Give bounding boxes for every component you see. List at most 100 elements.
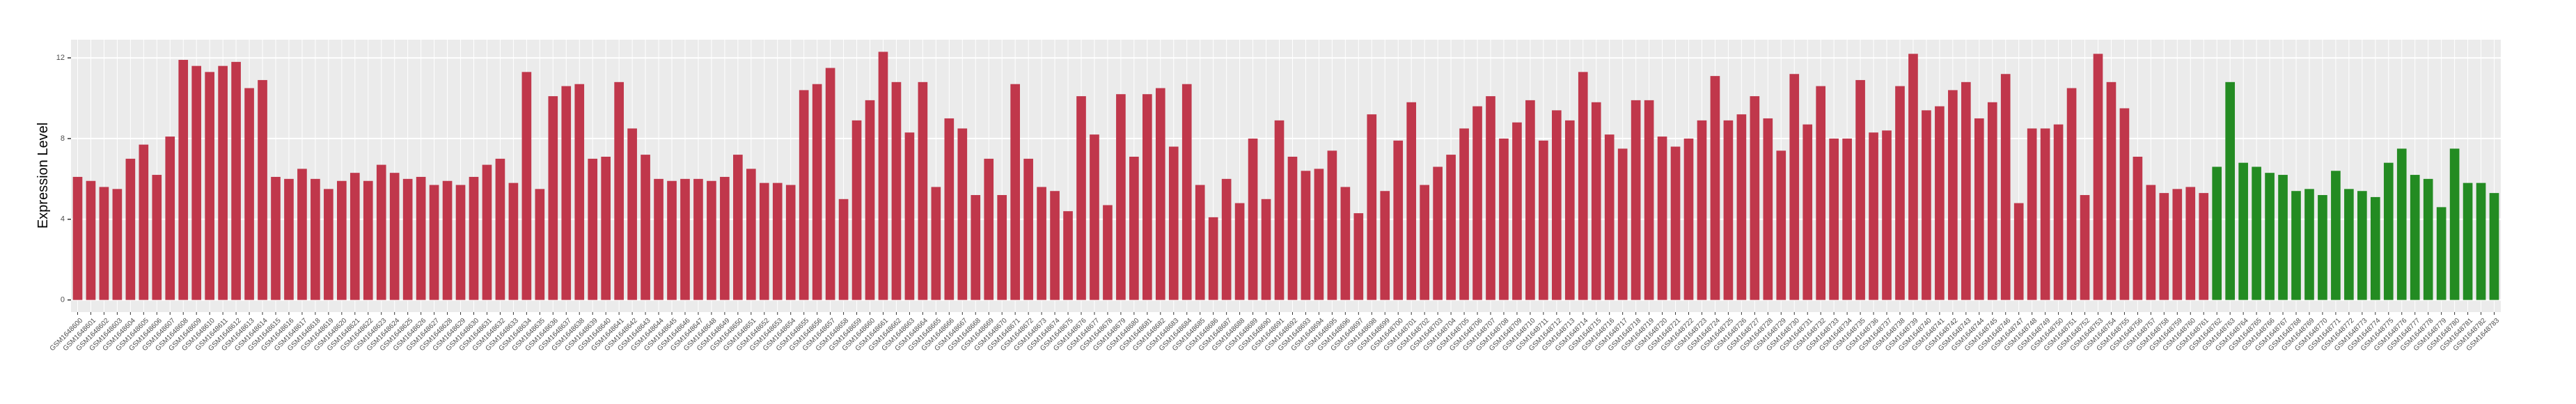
- bar: [2410, 175, 2420, 300]
- bar: [2053, 124, 2064, 300]
- bar: [1023, 158, 1033, 300]
- bar: [2093, 54, 2103, 300]
- bar: [693, 178, 703, 300]
- bar: [1142, 94, 1152, 300]
- bar: [2106, 81, 2116, 300]
- bar: [720, 176, 730, 300]
- bar: [1736, 114, 1747, 300]
- bar: [1908, 54, 1918, 300]
- bar: [1789, 74, 1800, 300]
- bar: [1855, 79, 1865, 300]
- bar: [1208, 217, 1218, 300]
- bar: [1816, 86, 1826, 300]
- y-axis-label: Expression Level: [36, 123, 51, 228]
- bar: [2396, 148, 2407, 300]
- bar: [1710, 76, 1720, 300]
- bar: [627, 128, 637, 300]
- bar: [2370, 196, 2380, 300]
- bar: [495, 158, 505, 300]
- bar: [2252, 166, 2261, 300]
- bar: [2000, 74, 2011, 300]
- bar: [1935, 106, 1945, 300]
- bar: [1683, 138, 1694, 300]
- bar: [574, 84, 585, 300]
- bar: [125, 158, 136, 300]
- bar: [1525, 100, 1535, 300]
- bar: [402, 178, 413, 300]
- bar: [1604, 134, 1615, 300]
- bar: [99, 187, 109, 300]
- bar: [588, 158, 598, 300]
- bar: [535, 189, 545, 300]
- bar: [2146, 185, 2156, 300]
- bar: [1116, 94, 1126, 300]
- bar: [1221, 178, 1232, 300]
- bar: [1895, 86, 1905, 300]
- bar: [601, 156, 611, 300]
- bar: [2013, 203, 2024, 300]
- bar: [1327, 150, 1337, 300]
- bar: [2080, 195, 2090, 300]
- y-tick-label: 12: [56, 54, 65, 62]
- bar: [165, 137, 175, 300]
- bar: [311, 178, 320, 300]
- bar: [139, 144, 149, 300]
- bar: [416, 176, 426, 300]
- bar: [1340, 187, 1351, 300]
- bar: [2119, 108, 2130, 300]
- bar: [469, 176, 479, 300]
- bar: [838, 199, 849, 300]
- bar: [350, 173, 360, 300]
- bar: [1459, 128, 1469, 300]
- bar: [1472, 106, 1482, 300]
- bar: [2304, 189, 2314, 300]
- bar: [918, 81, 928, 300]
- bar: [1948, 90, 1958, 300]
- bar: [1631, 100, 1641, 300]
- bar: [218, 65, 228, 300]
- bar: [1987, 102, 1997, 300]
- bar: [1367, 114, 1377, 300]
- bar: [1090, 134, 1099, 300]
- bar: [1063, 211, 1073, 300]
- bar: [654, 178, 663, 300]
- bar: [2027, 128, 2037, 300]
- bar: [442, 180, 453, 300]
- bar: [297, 169, 307, 300]
- bar: [865, 100, 875, 300]
- bar: [2331, 171, 2341, 300]
- bar: [1486, 96, 1495, 300]
- bar: [667, 180, 677, 300]
- bar: [2265, 173, 2275, 300]
- bar: [1050, 191, 1060, 300]
- bar: [1314, 169, 1324, 300]
- bar: [244, 88, 254, 300]
- bar: [1353, 213, 1364, 300]
- bar: [86, 180, 96, 300]
- bar: [482, 164, 492, 300]
- bar: [191, 65, 202, 300]
- bar: [1776, 150, 1786, 300]
- bar: [429, 185, 439, 300]
- bar: [1539, 140, 1548, 300]
- bar: [2291, 191, 2301, 300]
- y-tick-label: 4: [61, 215, 65, 224]
- bar: [2159, 193, 2169, 300]
- bar: [1961, 81, 1971, 300]
- bar: [1670, 146, 1681, 300]
- bar: [1564, 120, 1575, 300]
- bar: [746, 169, 756, 300]
- bar: [2463, 182, 2473, 300]
- bar: [878, 52, 888, 300]
- bar: [891, 81, 902, 300]
- bar: [2423, 178, 2433, 300]
- bar: [1882, 130, 1892, 300]
- bar: [2066, 88, 2077, 300]
- bar: [548, 96, 558, 300]
- bar: [2225, 81, 2235, 300]
- bar: [825, 68, 835, 300]
- bar: [2357, 191, 2367, 300]
- bar: [799, 90, 809, 300]
- bar: [258, 79, 267, 300]
